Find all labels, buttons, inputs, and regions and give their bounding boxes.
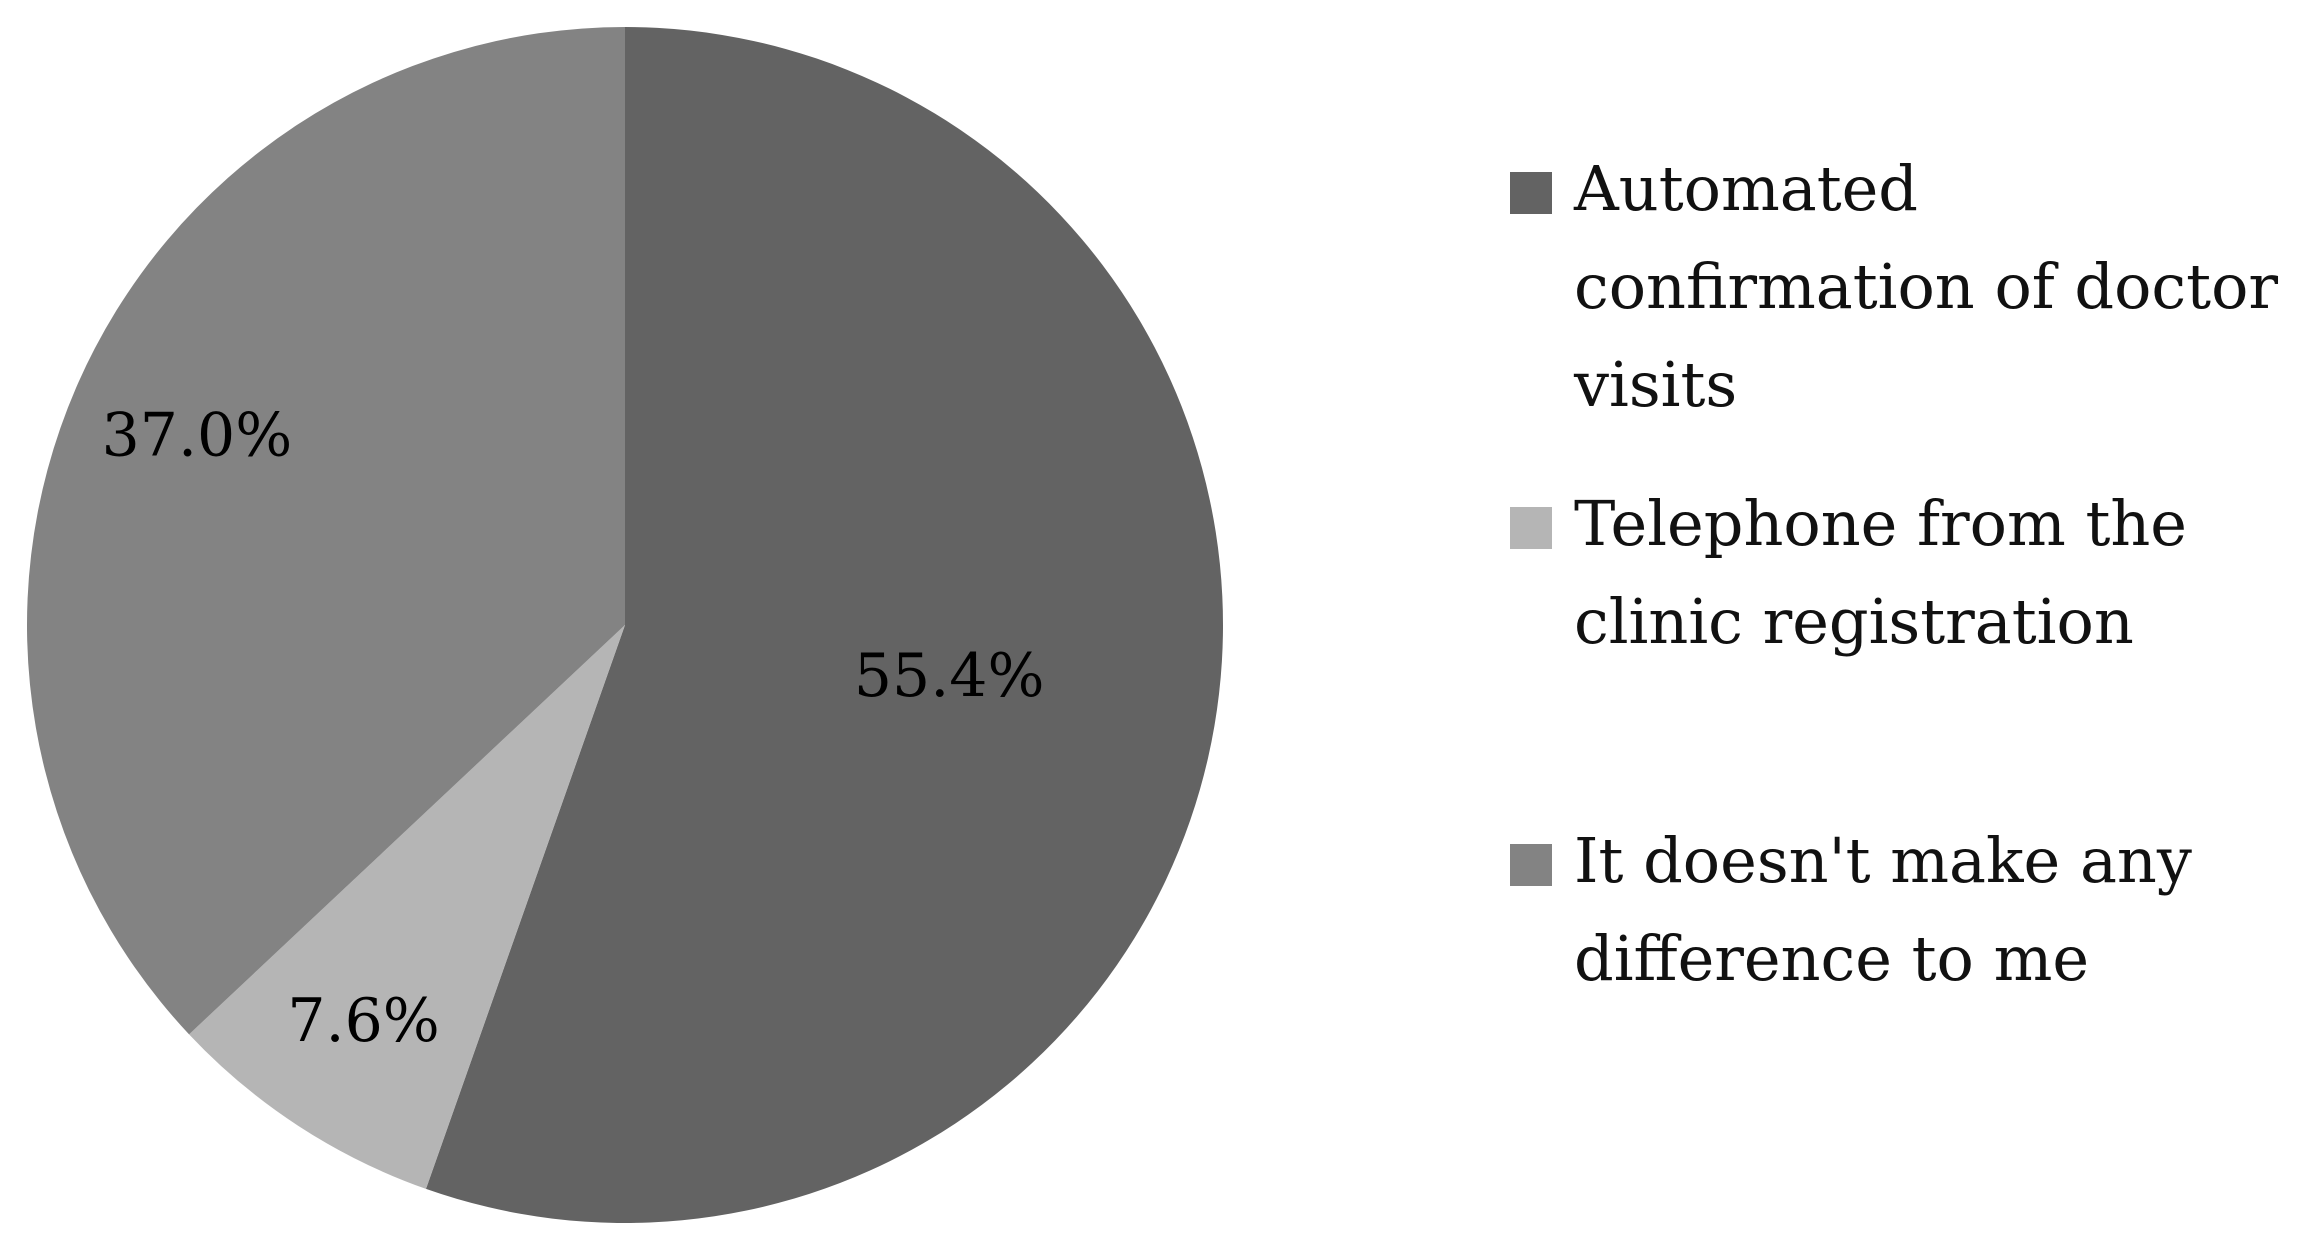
pie-slice-no-difference xyxy=(27,27,625,1035)
pie-label-no-difference: 37.0% xyxy=(102,400,293,470)
pie-slice-telephone xyxy=(189,625,625,1189)
legend-label-no-difference: It doesn't make any difference to me xyxy=(1574,824,2192,995)
legend-swatch-telephone xyxy=(1510,507,1552,549)
pie-label-automated: 55.4% xyxy=(854,641,1045,711)
legend-label-automated: Automated confirmation of doctor visits xyxy=(1574,152,2279,421)
legend-swatch-no-difference xyxy=(1510,844,1552,886)
pie-label-telephone: 7.6% xyxy=(287,986,439,1056)
legend-item-automated: Automated confirmation of doctor visits xyxy=(1510,140,2310,434)
pie-slice-automated xyxy=(425,27,1224,1223)
legend-swatch-automated xyxy=(1510,172,1552,214)
legend-label-telephone: Telephone from the clinic registration xyxy=(1574,487,2187,658)
legend-item-telephone: Telephone from the clinic registration xyxy=(1510,475,2310,671)
legend-item-no-difference: It doesn't make any difference to me xyxy=(1510,812,2310,1008)
